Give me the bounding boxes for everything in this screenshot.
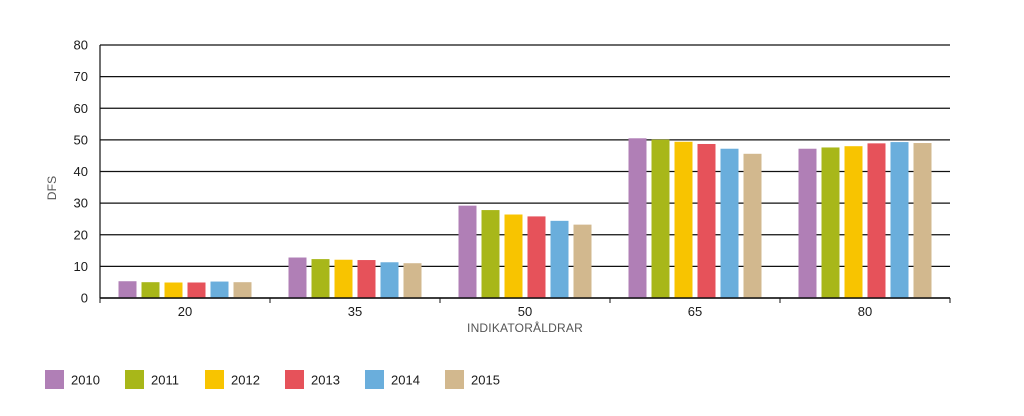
bar-50-2010 xyxy=(458,205,477,298)
bar-80-2015 xyxy=(913,143,932,298)
bar-35-2010 xyxy=(288,257,307,298)
bar-20-2015 xyxy=(233,282,252,298)
legend-swatch-2015 xyxy=(445,370,464,389)
bar-65-2013 xyxy=(697,143,716,298)
bar-80-2011 xyxy=(821,147,840,298)
bar-65-2010 xyxy=(628,138,647,298)
bar-20-2013 xyxy=(187,282,206,298)
legend-swatch-2012 xyxy=(205,370,224,389)
bar-80-2012 xyxy=(844,146,863,298)
legend-swatch-2013 xyxy=(285,370,304,389)
legend-label-2011: 2011 xyxy=(151,373,179,388)
legend: 2010 2011 2012 2013 2014 2015 xyxy=(45,370,500,389)
legend-label-2014: 2014 xyxy=(391,373,420,388)
y-tick-label: 0 xyxy=(81,291,88,306)
bar-35-2015 xyxy=(403,263,422,298)
bar-20-2010 xyxy=(118,281,137,298)
bar-20-2011 xyxy=(141,282,160,298)
bar-35-2012 xyxy=(334,259,353,298)
y-tick-label: 20 xyxy=(74,227,88,242)
y-tick-label: 30 xyxy=(74,196,88,211)
gridlines xyxy=(100,44,950,299)
bar-50-2013 xyxy=(527,216,546,298)
bar-65-2014 xyxy=(720,148,739,298)
bar-20-2012 xyxy=(164,282,183,298)
bar-80-2013 xyxy=(867,143,886,298)
y-tick-label: 50 xyxy=(74,132,88,147)
legend-label-2010: 2010 xyxy=(71,373,100,388)
x-tick-label: 20 xyxy=(178,304,192,319)
x-axis-title: INDIKATORÅLDRAR xyxy=(467,320,583,335)
bar-65-2015 xyxy=(743,153,762,298)
bars xyxy=(118,138,932,298)
bar-65-2011 xyxy=(651,139,670,298)
y-tick-label: 80 xyxy=(74,38,88,53)
x-tick-label: 65 xyxy=(688,304,702,319)
y-tick-label: 60 xyxy=(74,101,88,116)
bar-80-2010 xyxy=(798,148,817,298)
x-tick-label: 35 xyxy=(348,304,362,319)
bar-50-2012 xyxy=(504,214,523,298)
bar-35-2013 xyxy=(357,260,376,298)
bar-80-2014 xyxy=(890,142,909,298)
bar-50-2011 xyxy=(481,210,500,298)
x-tick-label: 50 xyxy=(518,304,532,319)
y-tick-label: 10 xyxy=(74,259,88,274)
bar-50-2014 xyxy=(550,220,569,298)
bar-20-2014 xyxy=(210,281,229,298)
bar-35-2011 xyxy=(311,259,330,298)
legend-swatch-2010 xyxy=(45,370,64,389)
legend-label-2013: 2013 xyxy=(311,373,340,388)
bar-35-2014 xyxy=(380,262,399,298)
x-tick-label: 80 xyxy=(858,304,872,319)
legend-swatch-2014 xyxy=(365,370,384,389)
bar-50-2015 xyxy=(573,224,592,298)
y-axis-title: DFS xyxy=(45,176,59,201)
axes: 0 10 20 30 40 50 60 70 80 20 35 50 65 80 xyxy=(74,38,951,319)
y-tick-label: 70 xyxy=(74,69,88,84)
legend-label-2012: 2012 xyxy=(231,373,260,388)
legend-swatch-2011 xyxy=(125,370,144,389)
bar-65-2012 xyxy=(674,141,693,298)
y-tick-label: 40 xyxy=(74,164,88,179)
legend-label-2015: 2015 xyxy=(471,373,500,388)
